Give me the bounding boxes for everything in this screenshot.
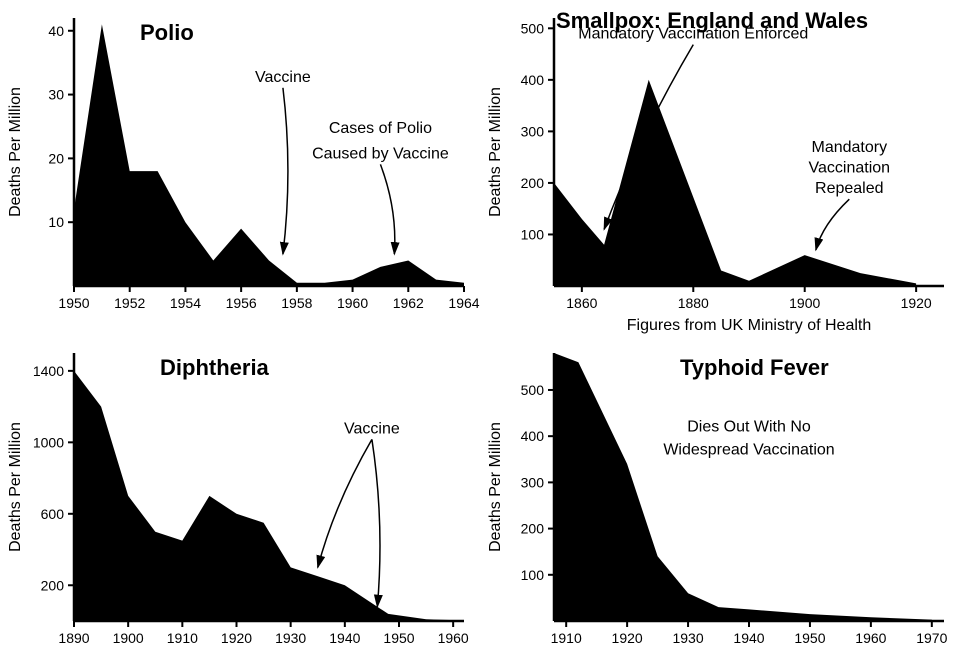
area-series (74, 371, 453, 621)
annotation-text: Cases of Polio (329, 120, 432, 137)
annotation-text: Caused by Vaccine (312, 145, 449, 162)
y-tick-label: 100 (521, 567, 545, 583)
y-tick-label: 100 (521, 226, 545, 242)
x-tick-label: 1900 (113, 630, 144, 646)
x-tick-label: 1910 (167, 630, 198, 646)
y-tick-label: 500 (521, 382, 545, 398)
x-tick-label: 1960 (337, 295, 368, 311)
x-tick-label: 1930 (672, 630, 703, 646)
x-tick-label: 1880 (678, 295, 709, 311)
panel-typhoid: 100 200 300 400 500 1910 1920 1930 1940 1950 1960 1… (480, 335, 960, 670)
y-tick-label: 1000 (33, 434, 64, 450)
x-tick-label: 1956 (226, 295, 257, 311)
x-tick-label: 1890 (58, 630, 89, 646)
annotation-arrow (372, 439, 380, 606)
annotation-text: Vaccine (255, 69, 311, 86)
x-tick-label: 1950 (383, 630, 414, 646)
x-tick-label: 1952 (114, 295, 145, 311)
x-tick-label: 1964 (448, 295, 479, 311)
annotation-text: Repealed (815, 180, 884, 197)
x-tick-label: 1910 (551, 630, 582, 646)
y-tick-label: 500 (521, 20, 545, 36)
y-tick-label: 300 (521, 123, 545, 139)
y-tick-label: 200 (521, 521, 545, 537)
annotation-arrow (318, 439, 372, 567)
x-tick-label: 1954 (170, 295, 201, 311)
chart-title: Typhoid Fever (680, 355, 829, 380)
x-tick-label: 1960 (438, 630, 469, 646)
annotation-text: Mandatory Vaccination Enforced (578, 26, 808, 43)
x-tick-label: 1920 (221, 630, 252, 646)
y-tick-label: 200 (41, 577, 65, 593)
annotation-text: Vaccine (344, 420, 400, 437)
y-tick-label: 1400 (33, 363, 64, 379)
y-tick-label: 200 (521, 175, 545, 191)
x-tick-label: 1950 (794, 630, 825, 646)
x-tick-label: 1940 (733, 630, 764, 646)
chart-title: Polio (140, 20, 194, 45)
x-tick-label: 1958 (281, 295, 312, 311)
panel-diphtheria: 200 600 1000 1400 1890 1900 1910 1920 1930 1940 19… (0, 335, 480, 670)
x-tick-label: 1962 (393, 295, 424, 311)
chart-title: Diphtheria (160, 355, 270, 380)
sub-caption: Figures from UK Ministry of Health (627, 317, 872, 334)
x-tick-label: 1950 (58, 295, 89, 311)
y-tick-label: 10 (48, 214, 64, 230)
annotation-text: Dies Out With No (687, 419, 811, 436)
y-tick-label: 300 (521, 474, 545, 490)
chart-grid: 10 20 30 40 1950 1952 1954 1956 1958 1960 1962 1964… (0, 0, 960, 670)
x-tick-label: 1920 (901, 295, 932, 311)
area-series (554, 353, 932, 621)
y-tick-label: 40 (48, 23, 64, 39)
y-tick-label: 20 (48, 150, 64, 166)
y-tick-label: 30 (48, 87, 64, 103)
annotation-arrow (380, 164, 394, 254)
annotation-arrow (816, 199, 849, 250)
y-tick-label: 400 (521, 428, 545, 444)
x-tick-label: 1960 (855, 630, 886, 646)
annotation-text: Mandatory (811, 139, 887, 156)
panel-polio: 10 20 30 40 1950 1952 1954 1956 1958 1960 1962 1964… (0, 0, 480, 335)
y-axis-label: Deaths Per Million (487, 87, 504, 217)
y-tick-label: 600 (41, 506, 65, 522)
y-tick-label: 400 (521, 72, 545, 88)
x-tick-label: 1940 (329, 630, 360, 646)
x-tick-label: 1930 (275, 630, 306, 646)
annotation-text: Widespread Vaccination (663, 442, 834, 459)
annotation-arrow (283, 88, 288, 254)
x-tick-label: 1920 (612, 630, 643, 646)
annotation-text: Vaccination (809, 160, 891, 177)
y-axis-label: Deaths Per Million (487, 422, 504, 552)
x-tick-label: 1970 (916, 630, 947, 646)
x-tick-label: 1860 (566, 295, 597, 311)
panel-smallpox: 100 200 300 400 500 1860 1880 1900 1920 Deaths Pe… (480, 0, 960, 335)
y-axis-label: Deaths Per Million (7, 87, 24, 217)
x-tick-label: 1900 (789, 295, 820, 311)
y-axis-label: Deaths Per Million (7, 422, 24, 552)
